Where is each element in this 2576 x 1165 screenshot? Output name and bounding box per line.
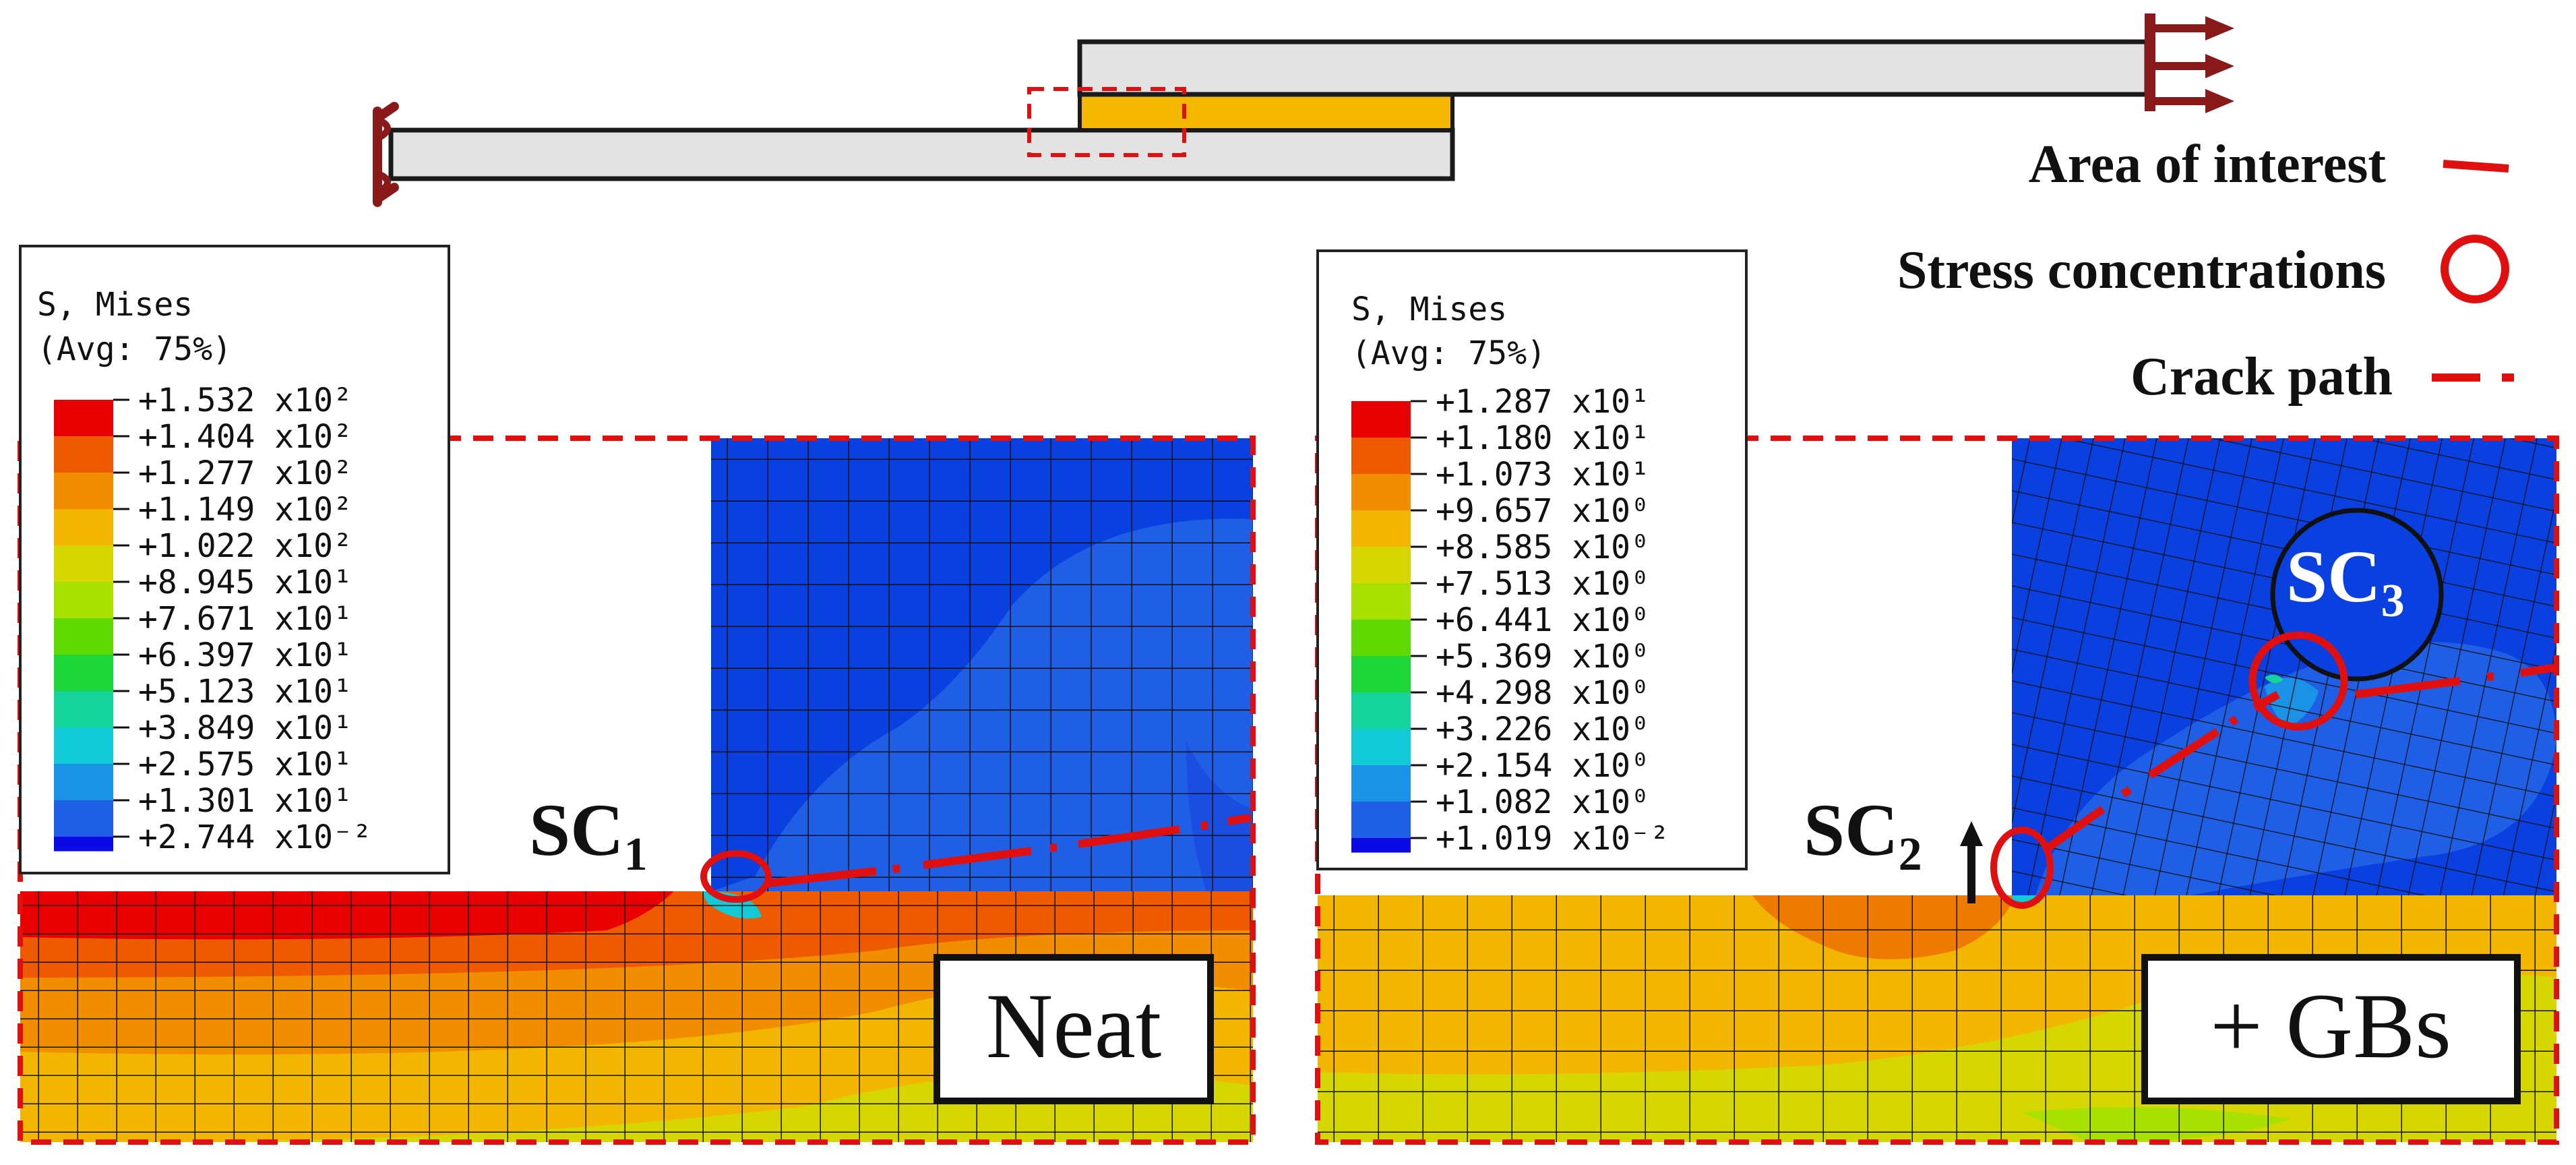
neat-legend-value: +6.397 x10¹ [138, 636, 352, 674]
sc2-label: SC2 [1804, 789, 1922, 880]
neat-legend-swatch [54, 400, 113, 436]
fixed-support-icon [373, 102, 399, 207]
neat-title-box [933, 954, 1214, 1104]
neat-legend-swatch [54, 473, 113, 509]
gbs-contour-legend: S, Mises (Avg: 75%) +1.287 x10¹+1.180 x1… [1316, 249, 1748, 870]
neat-legend-sub: (Avg: 75%) [37, 330, 232, 368]
gbs-legend-swatch [1351, 656, 1411, 692]
neat-contour-legend: S, Mises (Avg: 75%) +1.532 x10²+1.404 x1… [19, 245, 450, 874]
gbs-legend-value: +4.298 x10⁰ [1436, 674, 1650, 712]
gbs-legend-swatches [1351, 401, 1411, 853]
gbs-adhesive-contour [2012, 438, 2556, 895]
key-crack-path: Crack path [2130, 347, 2393, 407]
gbs-legend-value: +9.657 x10⁰ [1436, 492, 1650, 530]
sc3-marker [2248, 631, 2348, 731]
panel-neat: SC1 Neat S, Mises (Avg: 75%) +1.532 x10²… [18, 245, 1256, 1145]
gbs-legend-swatch [1351, 547, 1411, 583]
gbs-legend-value: +5.369 x10⁰ [1436, 638, 1650, 676]
neat-title: Neat [986, 974, 1162, 1077]
neat-legend-header: S, Mises [37, 286, 193, 324]
annotation-key: Area of interest Stress concentrations C… [1897, 135, 2514, 407]
neat-crack-path [768, 814, 1252, 887]
neat-legend-value: +1.532 x10² [138, 382, 352, 419]
gbs-legend-value: +7.513 x10⁰ [1436, 565, 1650, 603]
gbs-legend-value: +3.226 x10⁰ [1436, 711, 1650, 748]
neat-legend-value: +3.849 x10¹ [138, 709, 352, 747]
neat-legend-value: +2.744 x10⁻² [138, 818, 372, 856]
neat-legend-value: +1.022 x10² [138, 527, 352, 565]
gbs-legend-swatch [1351, 620, 1411, 656]
gbs-legend-swatch [1351, 438, 1411, 474]
gbs-legend-value: +2.154 x10⁰ [1436, 747, 1650, 785]
gbs-legend-value: +8.585 x10⁰ [1436, 529, 1650, 566]
key-area-of-interest: Area of interest [2029, 135, 2387, 194]
gbs-legend-swatch [1351, 583, 1411, 620]
gbs-legend-value: +6.441 x10⁰ [1436, 601, 1650, 639]
key-circle-icon [2441, 235, 2509, 303]
sc2-marker [1990, 827, 2054, 909]
neat-legend-swatch [54, 655, 113, 691]
gbs-legend-swatch [1351, 802, 1411, 838]
neat-legend-swatch [54, 618, 113, 655]
gbs-legend-value: +1.082 x10⁰ [1436, 783, 1650, 821]
neat-legend-swatch [54, 691, 113, 727]
neat-legend-swatch [54, 837, 113, 852]
gbs-title-box [2141, 954, 2521, 1104]
neat-legend-swatch [54, 764, 113, 800]
neat-legend-swatch [54, 545, 113, 582]
gbs-legend-header: S, Mises [1351, 291, 1507, 328]
neat-legend-labels: +1.532 x10²+1.404 x10²+1.277 x10²+1.149 … [113, 382, 372, 856]
neat-legend-value: +1.149 x10² [138, 491, 352, 529]
neat-legend-swatch [54, 727, 113, 764]
neat-area-dashed-border [18, 436, 1256, 1145]
neat-legend-value: +7.671 x10¹ [138, 600, 352, 638]
neat-legend-swatch [54, 800, 113, 837]
gbs-legend-value: +1.019 x10⁻² [1436, 820, 1669, 858]
gbs-legend-swatch [1351, 401, 1411, 438]
gbs-title: + GBs [2210, 974, 2451, 1077]
gbs-legend-value: +1.287 x10¹ [1436, 383, 1650, 421]
neat-legend-value: +1.301 x10¹ [138, 782, 352, 820]
gbs-legend-swatch [1351, 692, 1411, 729]
gbs-legend-swatch [1351, 765, 1411, 802]
neat-legend-swatch [54, 436, 113, 473]
neat-legend-swatch [54, 582, 113, 618]
panel-gbs: SC3 SC2 + GBs S, Mises (Avg: 75%) +1.287… [1315, 249, 2559, 1145]
sc3-label: SC3 [2286, 535, 2405, 627]
sc2-up-arrow-icon [1960, 821, 1983, 903]
neat-legend-value: +8.945 x10¹ [138, 564, 352, 601]
gbs-legend-swatch [1351, 510, 1411, 547]
neat-legend-value: +2.575 x10¹ [138, 746, 352, 783]
gbs-legend-sub: (Avg: 75%) [1351, 334, 1546, 372]
key-stress-concentrations: Stress concentrations [1897, 241, 2386, 300]
neat-legend-value: +1.404 x10² [138, 418, 352, 456]
gbs-legend-swatch [1351, 838, 1411, 853]
neat-adhesive-contour [711, 438, 1253, 891]
sc1-marker [700, 850, 772, 903]
gbs-legend-labels: +1.287 x10¹+1.180 x10¹+1.073 x10¹+9.657 … [1411, 383, 1669, 858]
joint-schematic [373, 13, 2234, 207]
adhesive-layer [1078, 92, 1454, 132]
neat-legend-value: +5.123 x10¹ [138, 673, 352, 711]
gbs-legend-swatch [1351, 474, 1411, 510]
neat-legend-swatch [54, 509, 113, 545]
area-of-interest-box-schematic [1027, 87, 1186, 157]
neat-legend-swatches [54, 400, 113, 852]
lower-adherend [388, 127, 1455, 181]
upper-adherend [1077, 39, 2149, 97]
sc1-label: SC1 [529, 789, 648, 880]
gbs-legend-value: +1.180 x10¹ [1436, 419, 1650, 457]
gbs-legend-swatch [1351, 729, 1411, 765]
gbs-legend-value: +1.073 x10¹ [1436, 456, 1650, 494]
neat-legend-value: +1.277 x10² [138, 454, 352, 492]
load-arrows-icon [2145, 13, 2234, 113]
key-solid-line-icon [2443, 160, 2509, 173]
